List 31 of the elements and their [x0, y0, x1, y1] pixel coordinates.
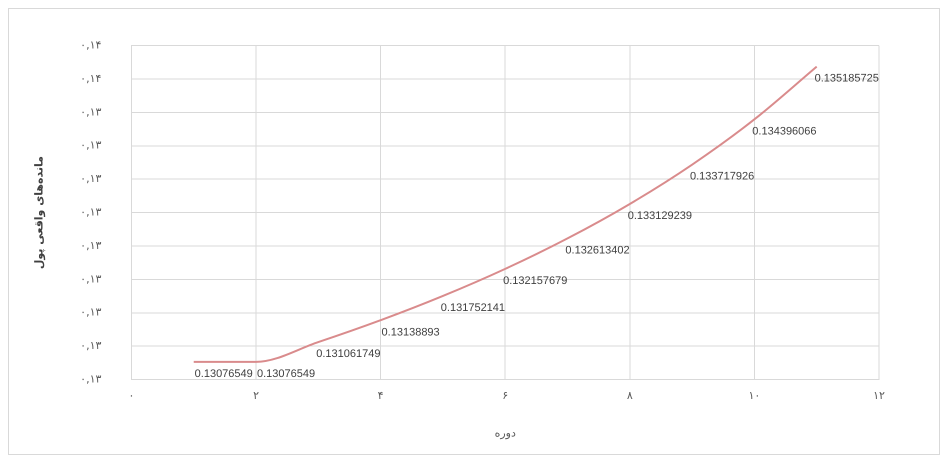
y-tick-label: ۰,۱۳: [80, 105, 102, 118]
y-axis-title: مانده‌های واقعی پول: [32, 156, 46, 270]
y-tick-label: ۰,۱۳: [80, 138, 102, 152]
data-label: 0.131061749: [316, 348, 380, 360]
data-label: 0.132157679: [503, 274, 568, 287]
y-tick-label: ۰,۱۳: [80, 172, 102, 186]
x-tick-label: ۰: [128, 389, 134, 402]
x-tick-label: ۶: [502, 389, 508, 402]
data-label: 0.133717926: [690, 170, 754, 183]
data-label: 0.13138893: [382, 326, 440, 338]
data-label: 0.132613402: [565, 244, 630, 256]
x-tick-label: ۱۰: [748, 389, 760, 402]
data-label: 0.13076549: [256, 368, 316, 380]
x-tick-label: ۸: [626, 389, 633, 402]
y-tick-label: ۰,۱۳: [80, 272, 102, 286]
y-tick-label: ۰,۱۳: [80, 372, 102, 386]
data-label: 0.133129239: [628, 210, 692, 222]
data-label: 0.134396066: [752, 125, 817, 138]
y-tick-label: ۰,۱۳: [80, 339, 102, 352]
x-axis-title: دوره: [494, 426, 516, 440]
y-tick-label: ۰,۱۳: [80, 306, 102, 319]
x-tick-label: ۲: [253, 389, 260, 402]
y-tick-label: ۰,۱۴: [80, 72, 102, 85]
y-tick-label: ۰,۱۳: [80, 205, 102, 218]
x-tick-label: ۱۲: [873, 389, 885, 402]
y-tick-label: ۰,۱۳: [80, 238, 102, 252]
data-label: 0.13076549: [194, 368, 253, 380]
data-label: 0.131752141: [440, 302, 506, 314]
data-label: 0.135185725: [814, 72, 879, 85]
x-tick-label: ۴: [378, 389, 384, 402]
y-tick-label: ۰,۱۴: [80, 38, 102, 52]
